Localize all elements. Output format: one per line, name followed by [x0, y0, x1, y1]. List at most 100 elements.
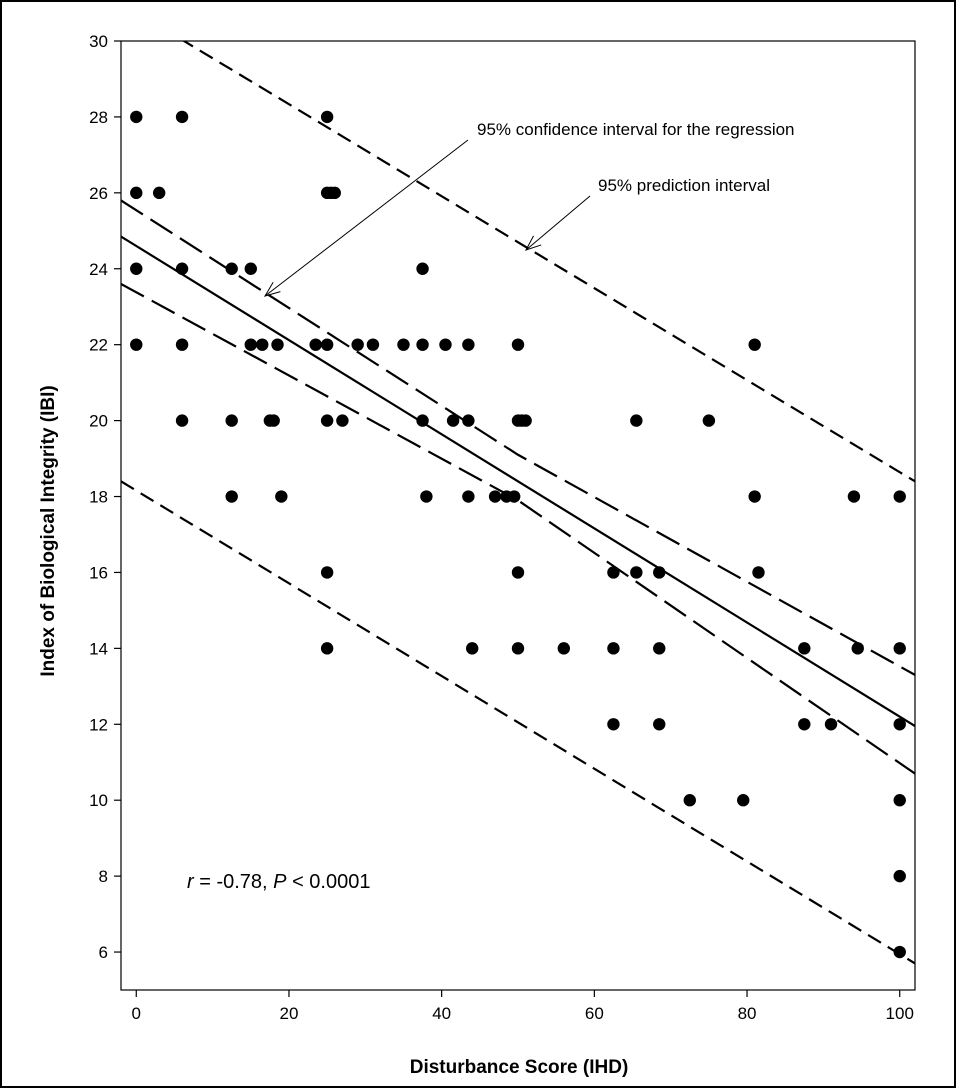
data-point — [630, 414, 643, 427]
p-value: < 0.0001 — [287, 871, 371, 893]
data-point — [798, 642, 811, 655]
x-tick-label: 20 — [280, 1004, 299, 1023]
r-symbol: r — [187, 871, 195, 893]
y-tick-label: 12 — [89, 715, 108, 734]
data-point — [225, 490, 238, 503]
data-point — [336, 414, 349, 427]
data-point — [462, 338, 475, 351]
prediction-interval-arrow-head — [524, 235, 542, 251]
y-tick-label: 6 — [99, 943, 108, 962]
prediction-interval-label: 95% prediction interval — [598, 176, 770, 195]
plot-area-border — [120, 40, 916, 991]
data-point — [511, 566, 525, 579]
data-point — [175, 110, 189, 124]
y-tick-label: 30 — [89, 32, 108, 51]
data-point — [271, 338, 284, 351]
data-point — [653, 566, 666, 579]
data-point — [366, 338, 380, 351]
correlation-stat: r = -0.78, P < 0.0001 — [187, 871, 370, 893]
data-point — [320, 414, 334, 427]
data-point — [511, 338, 525, 351]
data-point — [175, 338, 189, 351]
confidence-interval-upper-line — [121, 199, 915, 676]
data-point — [416, 262, 429, 275]
y-tick-label: 8 — [99, 867, 108, 886]
y-tick-label: 26 — [89, 184, 108, 203]
data-point — [607, 718, 620, 731]
y-tick-label: 24 — [89, 260, 108, 279]
data-point — [439, 338, 452, 351]
data-point — [824, 718, 838, 731]
prediction-interval-upper-line — [181, 41, 915, 483]
prediction-interval-arrow — [525, 195, 591, 251]
data-point — [320, 642, 334, 655]
y-tick-label: 10 — [89, 791, 108, 810]
data-point — [851, 642, 864, 655]
data-point — [893, 794, 906, 807]
confidence-interval-lower-line — [121, 282, 915, 775]
data-point — [462, 490, 475, 503]
data-point — [130, 110, 143, 124]
data-point — [847, 490, 861, 503]
regression-line — [121, 235, 915, 728]
data-point — [465, 642, 479, 655]
data-point — [397, 338, 410, 351]
y-axis-title: Index of Biological Integrity (IBI) — [38, 385, 59, 676]
data-point — [748, 338, 761, 351]
data-point — [267, 414, 280, 427]
data-point — [557, 642, 571, 655]
data-point — [244, 262, 257, 275]
data-point — [607, 566, 620, 579]
data-point — [653, 718, 666, 731]
data-point — [748, 490, 761, 503]
y-tick-label: 28 — [89, 108, 108, 127]
data-point — [420, 490, 433, 503]
data-point — [607, 642, 620, 655]
data-point — [275, 490, 288, 503]
data-points — [130, 110, 906, 959]
data-point — [893, 642, 906, 655]
confidence-interval-arrow-head — [263, 281, 281, 297]
confidence-interval-label: 95% confidence interval for the regressi… — [477, 120, 795, 139]
data-point — [130, 262, 143, 275]
x-axis-title: Disturbance Score (IHD) — [410, 1057, 629, 1078]
y-tick-label: 20 — [89, 412, 108, 431]
x-tick-label: 40 — [432, 1004, 451, 1023]
y-tick-label: 22 — [89, 336, 108, 355]
data-point — [328, 186, 341, 200]
data-point — [653, 642, 666, 655]
data-point — [446, 414, 460, 427]
confidence-interval-arrow — [264, 139, 469, 297]
x-tick-label: 100 — [886, 1004, 914, 1023]
fit-lines — [121, 41, 915, 965]
data-point — [893, 490, 906, 503]
data-point — [893, 869, 906, 883]
data-point — [320, 566, 334, 579]
axes: 0 20 40 60 80 100 6 8 10 12 14 16 18 20 22 24 26 28 30 — [89, 32, 916, 1023]
y-tick-label: 16 — [89, 563, 108, 582]
data-point — [225, 414, 238, 427]
data-point — [256, 338, 269, 351]
data-point — [225, 262, 238, 275]
x-tick-label: 60 — [585, 1004, 604, 1023]
data-point — [320, 338, 334, 351]
data-point — [798, 718, 811, 731]
data-point — [702, 414, 716, 427]
p-symbol: P — [273, 871, 287, 893]
data-point — [175, 414, 189, 427]
data-point — [130, 186, 143, 200]
x-tick-label: 80 — [738, 1004, 757, 1023]
data-point — [511, 642, 525, 655]
data-point — [683, 794, 696, 807]
data-point — [416, 414, 429, 427]
data-point — [737, 794, 750, 807]
data-point — [320, 110, 334, 124]
y-tick-label: 14 — [89, 639, 108, 658]
data-point — [244, 338, 257, 351]
data-point — [752, 566, 765, 579]
y-tick-label: 18 — [89, 488, 108, 507]
prediction-interval-lower-line — [121, 480, 915, 965]
x-tick-label: 0 — [132, 1004, 141, 1023]
